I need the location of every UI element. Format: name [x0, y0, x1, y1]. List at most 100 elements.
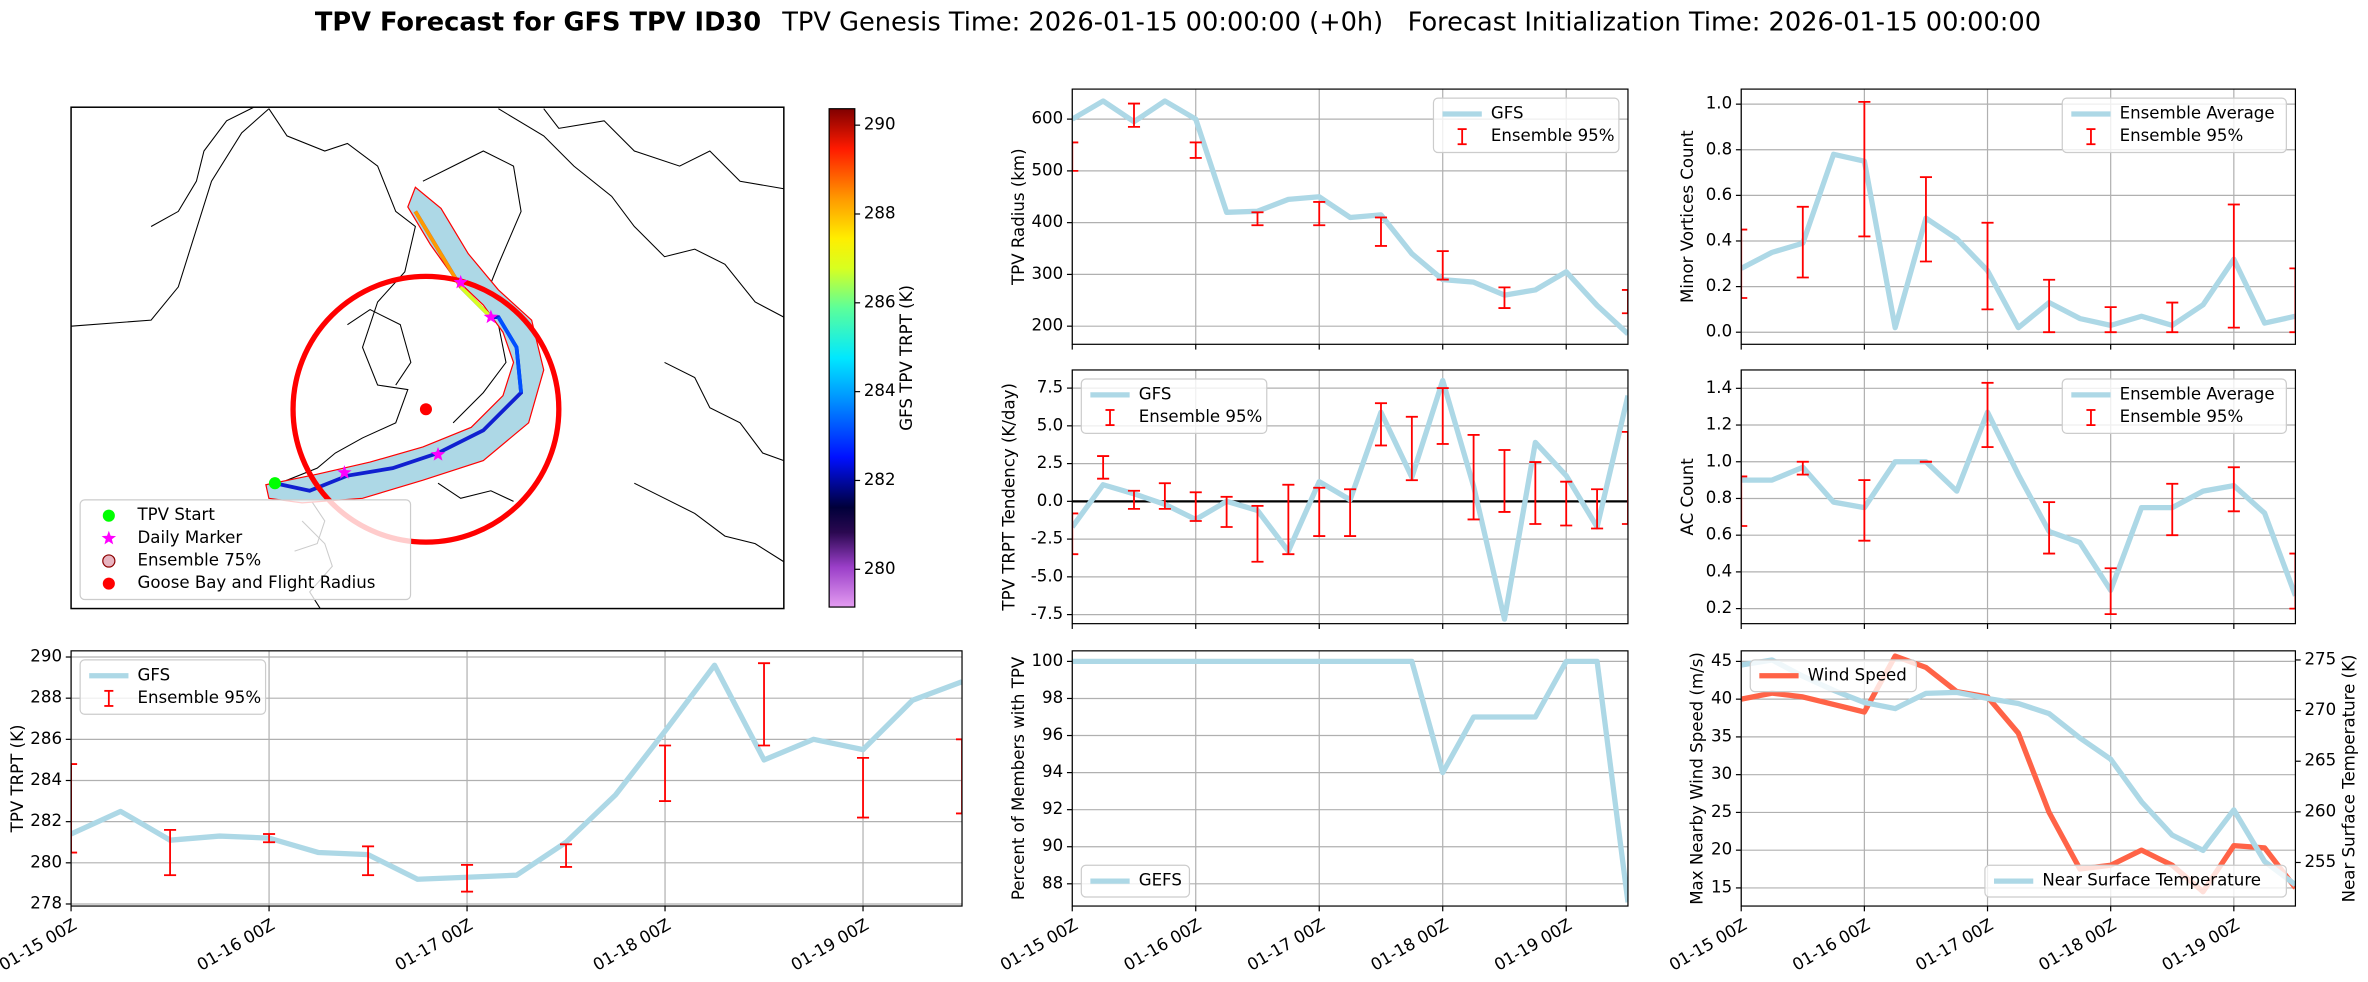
x-tick-label: 01-15 00Z — [1666, 915, 1750, 974]
y-tick-label: 0.2 — [1706, 598, 1732, 617]
y-tick-label: 100 — [1031, 651, 1063, 670]
y2-tick-label: 260 — [2304, 801, 2336, 820]
colorbar-tick-label: 286 — [864, 292, 896, 311]
y2-axis-label: Near Surface Temperature (K) — [2339, 655, 2358, 903]
x-tick-label: 01-17 00Z — [1244, 915, 1328, 974]
y-tick-label: 1.0 — [1706, 94, 1732, 113]
legend-label: GEFS — [1139, 871, 1182, 890]
colorbar-tick-label: 290 — [864, 115, 896, 134]
error-bar — [1560, 480, 1573, 527]
legend-label: GFS — [138, 665, 171, 684]
legend-label: Wind Speed — [1808, 665, 1907, 684]
error-bar — [1251, 211, 1264, 227]
y-tick-label: 280 — [30, 852, 62, 871]
legend-symbol — [102, 509, 115, 522]
y-tick-label: 0.4 — [1706, 561, 1732, 580]
error-bar — [1072, 512, 1079, 556]
error-bar — [2289, 267, 2296, 334]
error-bar — [1981, 381, 1994, 448]
track-segment — [459, 285, 493, 319]
y-axis-label: TPV TRPT (K) — [8, 725, 27, 834]
error-bar — [856, 756, 870, 819]
panel: 200 300 400 500 600 TPV Radius (km) GFS Ensembl… — [1009, 88, 1629, 350]
y-tick-label: -7.5 — [1031, 604, 1063, 623]
y-tick-label: 20 — [1711, 840, 1732, 859]
x-tick-label: 01-19 00Z — [2159, 915, 2243, 974]
x-tick-label: 01-18 00Z — [1367, 915, 1451, 974]
error-bar — [1498, 286, 1511, 309]
frame — [70, 650, 963, 907]
daily-marker — [430, 446, 446, 461]
error-bar — [1282, 483, 1295, 556]
y-axis-label: AC Count — [1678, 458, 1697, 536]
ensemble-area — [265, 186, 545, 504]
x-tick-label: 01-15 00Z — [0, 915, 80, 974]
y-tick-label: 600 — [1031, 109, 1063, 128]
y-tick-label: 15 — [1711, 877, 1732, 896]
legend-symbol — [102, 554, 116, 568]
y-tick-label: 45 — [1711, 651, 1732, 670]
y-tick-label: 282 — [30, 811, 62, 830]
y-tick-label: 200 — [1031, 316, 1063, 335]
y-tick-label: 284 — [30, 770, 62, 789]
y-tick-label: 0.8 — [1706, 488, 1732, 507]
error-bar — [658, 744, 672, 802]
colorbar-tick-label: 284 — [864, 381, 896, 400]
goose-bay — [419, 403, 432, 416]
y2-tick-label: 275 — [2304, 649, 2336, 668]
colorbar-tick-label: 282 — [864, 470, 896, 489]
line — [1741, 409, 2296, 597]
x-tick-label: 01-17 00Z — [392, 915, 476, 974]
frame — [1071, 369, 1629, 625]
legend-label: Near Surface Temperature — [2042, 871, 2261, 890]
tpv-start — [268, 477, 281, 490]
legend-label: Ensemble Average — [2120, 384, 2275, 403]
error-bar — [1436, 387, 1449, 445]
y-tick-label: 7.5 — [1037, 378, 1063, 397]
y-axis-label: TPV TRPT Tendency (K/day) — [1000, 383, 1019, 612]
figure-title: TPV Forecast for GFS TPV ID30 TPV Genesis… — [315, 7, 2041, 37]
y-tick-label: 500 — [1031, 160, 1063, 179]
error-bar — [2166, 301, 2179, 334]
error-bar — [2043, 501, 2056, 555]
legend-box — [1080, 864, 1191, 898]
y-tick-label: 0.4 — [1706, 230, 1732, 249]
error-bar — [1796, 205, 1809, 279]
legend-label: Ensemble 95% — [138, 688, 262, 707]
frame — [1071, 650, 1629, 907]
error-bar — [1374, 216, 1388, 247]
x-tick-label: 01-16 00Z — [1789, 915, 1873, 974]
error-bar — [1097, 455, 1110, 480]
line — [1741, 151, 2296, 331]
error-bar — [1796, 460, 1809, 476]
legend-label: Goose Bay and Flight Radius — [138, 573, 376, 592]
y-tick-label: 94 — [1042, 762, 1063, 781]
legend-box — [2061, 378, 2287, 434]
y-tick-label: -2.5 — [1031, 529, 1063, 548]
panel: 01-15 00Z 01-16 00Z 01-17 00Z 01-18 00Z 01-1… — [997, 650, 1629, 975]
panel: 0.2 0.4 0.6 0.8 1.0 1.2 1.4 AC Count Ensemble Av… — [1678, 369, 2297, 629]
legend-label: GFS — [1139, 384, 1172, 403]
error-bar — [1344, 488, 1357, 537]
legend-label: Ensemble 95% — [1491, 126, 1615, 145]
y-tick-label: 288 — [30, 688, 62, 707]
y-tick-label: 0.2 — [1706, 276, 1732, 295]
y-tick-label: 0.0 — [1706, 322, 1732, 341]
error-bar — [1313, 486, 1326, 537]
error-bar — [1741, 475, 1748, 527]
y-tick-label: -5.0 — [1031, 566, 1063, 585]
daily-marker — [483, 309, 499, 324]
map: TPV Start Daily Marker Ensemble 75% Goose B… — [70, 106, 916, 610]
frame — [1071, 88, 1629, 345]
error-bar — [2104, 306, 2117, 334]
legend-box — [79, 499, 412, 601]
error-bar — [1313, 201, 1326, 227]
track-segment — [496, 316, 523, 393]
error-bar — [461, 863, 474, 893]
y-tick-label: 90 — [1042, 836, 1063, 855]
y-tick-label: 98 — [1042, 688, 1063, 707]
y-tick-label: 40 — [1711, 689, 1732, 708]
error-bar — [2043, 278, 2056, 334]
legend-label: Ensemble 95% — [2120, 126, 2244, 145]
y-tick-label: 25 — [1711, 802, 1732, 821]
